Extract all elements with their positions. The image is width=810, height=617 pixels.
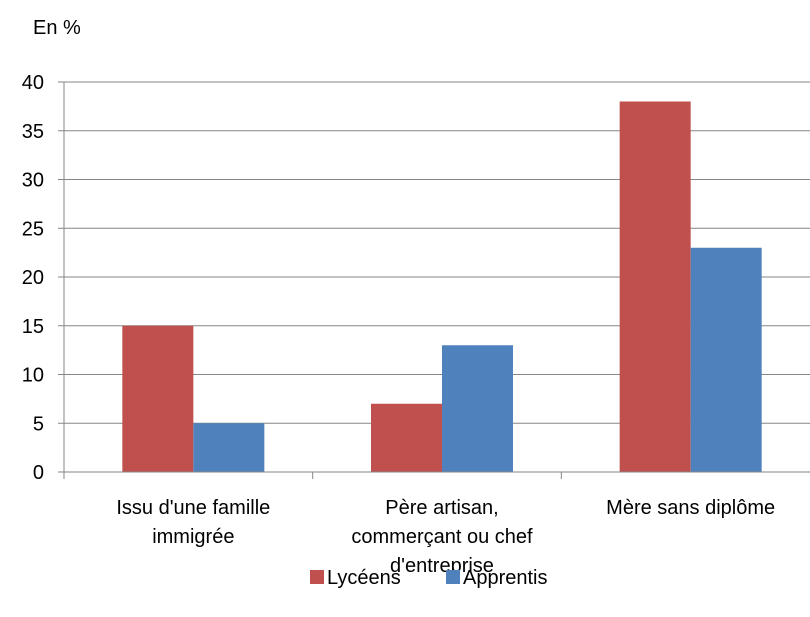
axes: [63, 82, 810, 479]
legend-label: Apprentis: [463, 567, 548, 589]
y-tick-label: 35: [22, 121, 44, 143]
x-tick-label: Mère sans diplôme: [606, 497, 775, 519]
bar-apprentis: [690, 247, 762, 472]
y-tick-label: 30: [22, 170, 44, 192]
x-axis-labels: Issu d'une famille immigrée Père artisan, c…: [116, 497, 775, 577]
bar-lycéens: [371, 403, 442, 472]
legend: Lycéens Apprentis: [310, 567, 548, 589]
y-tick-label: 15: [22, 316, 44, 338]
bar-lycéens: [619, 101, 691, 472]
bars: [122, 101, 762, 472]
y-tick-label: 10: [22, 365, 44, 387]
y-tick-label: 40: [22, 72, 44, 94]
x-tick-label: Père artisan, commerçant ou chef d'entrepr…: [351, 497, 533, 577]
legend-label: Lycéens: [327, 567, 401, 589]
bar-apprentis: [193, 423, 265, 472]
legend-swatch-lycéens: [310, 570, 324, 584]
bar-lycéens: [122, 325, 194, 472]
y-tick-label: 5: [33, 413, 44, 435]
bar-apprentis: [442, 345, 513, 472]
legend-swatch-apprentis: [446, 570, 460, 584]
x-tick-label: Issu d'une famille immigrée: [116, 497, 270, 548]
y-tick-label: 0: [33, 462, 44, 484]
y-unit-label: En %: [33, 17, 81, 39]
y-tick-label: 25: [22, 218, 44, 240]
y-axis-ticks: 0 5 10 15 20 25 30 35 40: [22, 72, 64, 484]
y-tick-label: 20: [22, 267, 44, 289]
